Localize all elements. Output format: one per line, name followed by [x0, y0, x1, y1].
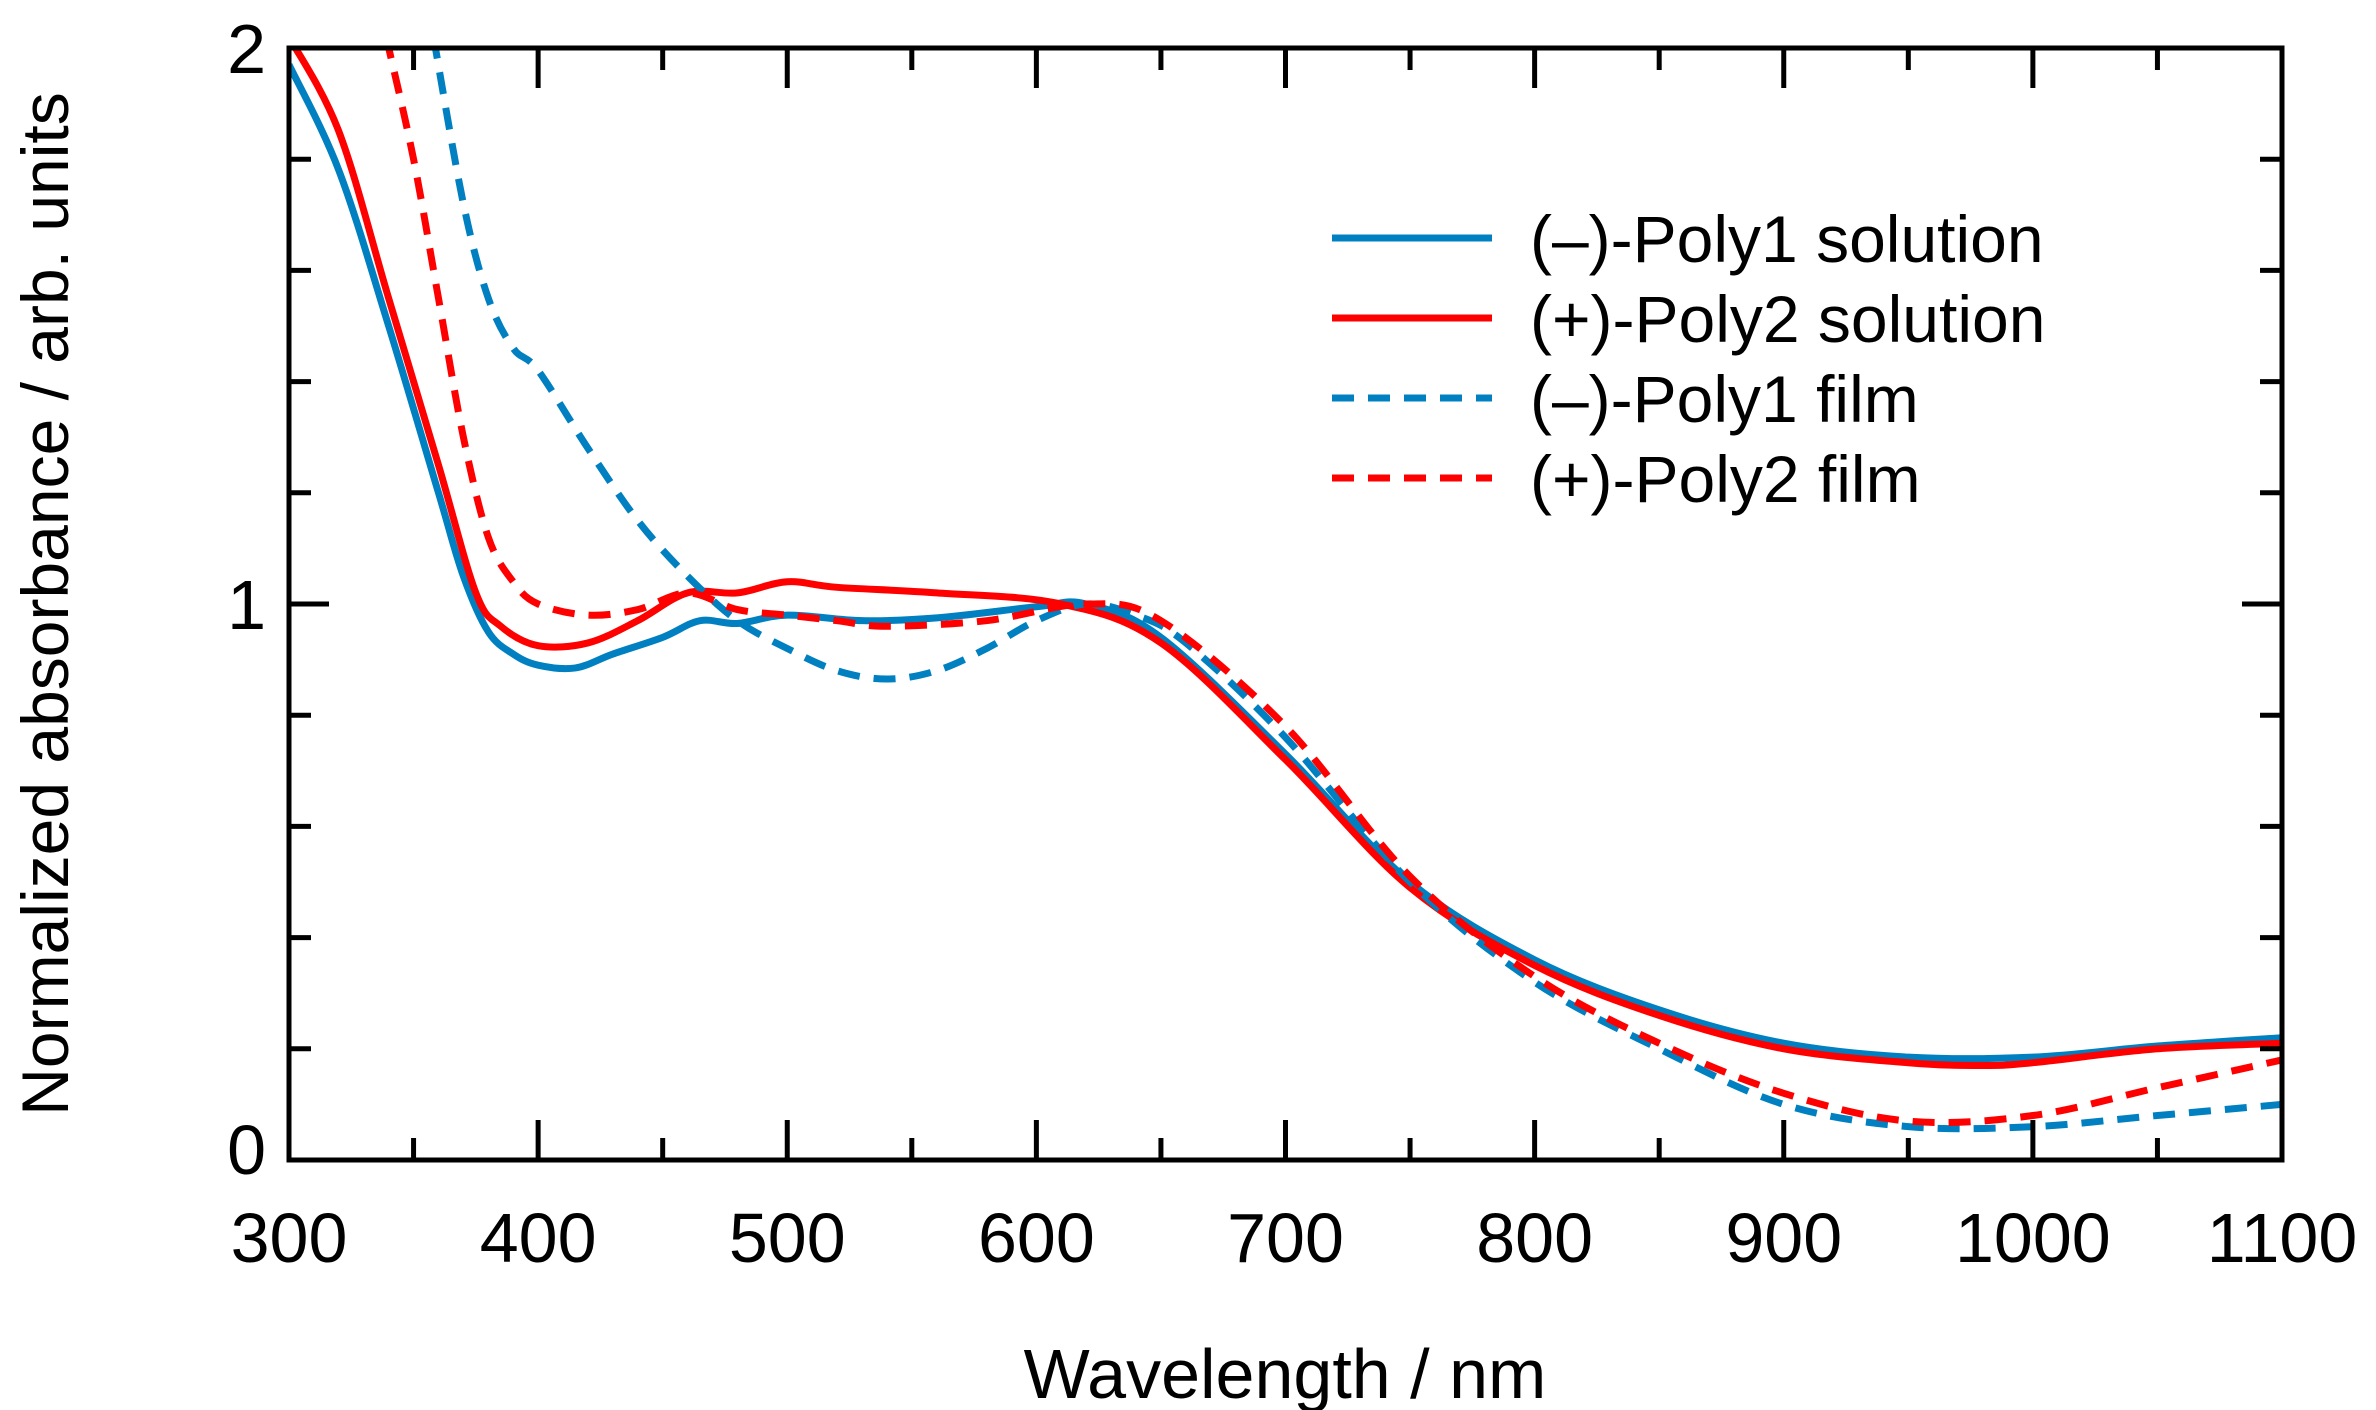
legend-label: (–)-Poly1 solution: [1530, 202, 2044, 276]
y-tick-label: 0: [227, 1111, 266, 1189]
x-axis-label: Wavelength / nm: [1024, 1335, 1547, 1410]
y-tick-label: 1: [227, 566, 266, 644]
y-tick-label: 2: [227, 10, 266, 88]
y-axis-label: Normalized absorbance / arb. units: [8, 92, 82, 1116]
ticks: [286, 45, 2285, 1163]
x-tick-label: 600: [978, 1199, 1095, 1277]
x-tick-label: 1100: [2207, 1199, 2358, 1277]
x-tick-label: 800: [1476, 1199, 1593, 1277]
series-line-3: [385, 48, 2282, 1127]
x-tick-label: 700: [1227, 1199, 1344, 1277]
x-tick-label: 900: [1725, 1199, 1842, 1277]
legend-label: (+)-Poly2 solution: [1530, 282, 2045, 356]
series-line-2: [431, 48, 2282, 1133]
x-tick-label: 400: [480, 1199, 597, 1277]
series-layer: [289, 48, 2282, 1133]
series-line-1: [291, 48, 2282, 1069]
series-line-0: [289, 63, 2282, 1063]
x-tick-label: 1000: [1955, 1199, 2111, 1277]
tick-labels: 300 400 500 600 700 800 900 1000 1100 0 1 2: [227, 10, 2357, 1277]
x-tick-label: 300: [231, 1199, 348, 1277]
legend-label: (+)-Poly2 film: [1530, 442, 1921, 516]
legend: (–)-Poly1 solution(+)-Poly2 solution(–)-…: [1332, 202, 2045, 516]
legend-label: (–)-Poly1 film: [1530, 362, 1919, 436]
x-tick-label: 500: [729, 1199, 846, 1277]
